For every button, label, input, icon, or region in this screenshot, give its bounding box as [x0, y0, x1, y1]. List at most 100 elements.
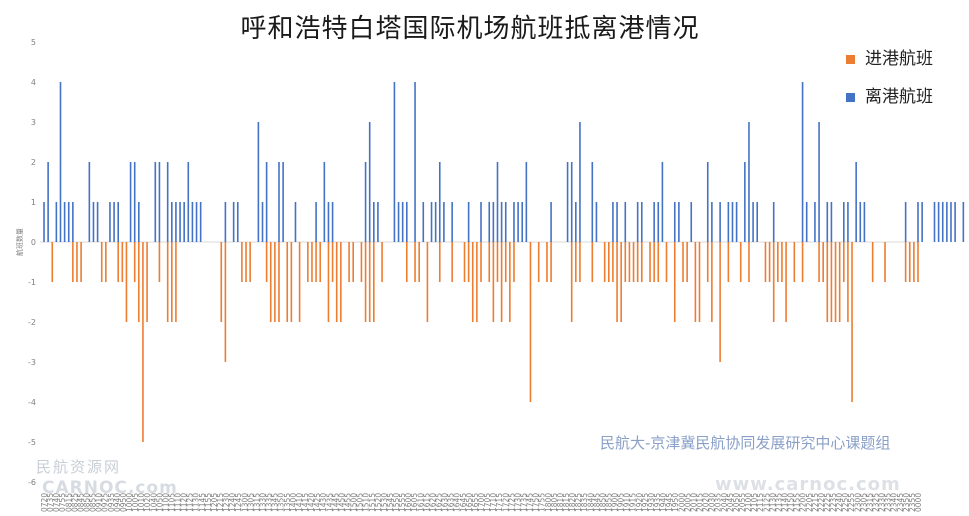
- x-tick-label: 1620: [428, 493, 437, 512]
- x-tick-label: 2345: [896, 493, 905, 512]
- x-tick-label: 1745: [526, 493, 535, 512]
- x-tick-label: 1345: [271, 493, 280, 512]
- legend-label-departures: 离港航班: [865, 87, 933, 107]
- x-tick-label: 2020: [702, 493, 711, 512]
- x-tick-label: 1925: [641, 493, 650, 512]
- x-tick-label: 1245: [234, 493, 243, 512]
- x-tick-label: 1130: [192, 493, 201, 512]
- x-tick-label: 1935: [653, 493, 662, 512]
- x-tick-label: 1650: [465, 493, 474, 512]
- x-tick-label: 1945: [665, 493, 674, 512]
- x-tick-label: 1020: [143, 493, 152, 512]
- x-tick-label: 1230: [222, 493, 231, 512]
- x-tick-label: 1330: [259, 493, 268, 512]
- x-tick-label: 1725: [507, 493, 516, 512]
- x-tick-label: 1715: [495, 493, 504, 512]
- x-tick-label: 2115: [756, 493, 765, 512]
- x-tick-label: 2325: [872, 493, 881, 512]
- x-tick-label: 1750: [532, 493, 541, 512]
- x-tick-label: 2155: [793, 493, 802, 512]
- x-tick-label: 1420: [307, 493, 316, 512]
- credit-text: 民航大-京津冀民航协同发展研究中心课题组: [600, 434, 891, 452]
- x-tick-label: 1940: [659, 493, 668, 512]
- x-tick-label: 1520: [374, 493, 383, 512]
- x-tick-label: 1640: [453, 493, 462, 512]
- x-tick-label: 1315: [252, 493, 261, 512]
- x-tick-label: 1335: [265, 493, 274, 512]
- x-tick-label: 2030: [708, 493, 717, 512]
- x-tick-label: 2035: [714, 493, 723, 512]
- x-tick-label: 1450: [337, 493, 346, 512]
- x-tick-label: 2315: [865, 493, 874, 512]
- x-tick-label: 1410: [295, 493, 304, 512]
- x-tick-label: 2200: [799, 493, 808, 512]
- x-tick-label: 1105: [167, 493, 176, 512]
- x-tick-label: 1145: [198, 493, 207, 512]
- x-tick-label: 2125: [762, 493, 771, 512]
- x-tick-label: 0815: [64, 493, 73, 512]
- x-tick-label: 0000: [914, 493, 923, 512]
- x-tick-label: 1930: [647, 493, 656, 512]
- x-tick-label: 0755: [58, 493, 67, 512]
- x-tick-label: 2105: [750, 493, 759, 512]
- x-tick-label: 2140: [780, 493, 789, 512]
- x-tick-label: 1550: [392, 493, 401, 512]
- x-tick-label: 1355: [283, 493, 292, 512]
- y-tick-label: 5: [31, 38, 36, 47]
- x-tick-label: 1040: [149, 493, 158, 512]
- x-tick-label: 0855: [89, 493, 98, 512]
- x-tick-label: 2015: [696, 493, 705, 512]
- x-tick-label: 1205: [210, 493, 219, 512]
- y-tick-label: 0: [31, 238, 36, 247]
- x-tick-label: 0720: [40, 493, 49, 512]
- x-tick-label: 2305: [859, 493, 868, 512]
- x-tick-label: 1350: [277, 493, 286, 512]
- y-tick-label: -1: [28, 278, 36, 287]
- x-tick-label: 1510: [362, 493, 371, 512]
- x-tick-label: 1720: [501, 493, 510, 512]
- x-tick-label: 2220: [817, 493, 826, 512]
- x-tick-label: 2235: [829, 493, 838, 512]
- x-tick-label: 1635: [447, 493, 456, 512]
- y-tick-label: 4: [31, 78, 36, 87]
- x-tick-label: 1920: [635, 493, 644, 512]
- x-tick-label: 1415: [301, 493, 310, 512]
- y-tick-label: 2: [31, 158, 36, 167]
- x-tick-label: 2000: [677, 493, 686, 512]
- legend-label-arrivals: 进港航班: [865, 49, 933, 69]
- x-tick-label: 1530: [380, 493, 389, 512]
- watermark-logo: 民航资源网: [36, 458, 122, 476]
- x-tick-label: 1815: [562, 493, 571, 512]
- x-tick-label: 2045: [726, 493, 735, 512]
- x-tick-label: 2150: [787, 493, 796, 512]
- x-tick-label: 2100: [744, 493, 753, 512]
- x-tick-label: 1755: [538, 493, 547, 512]
- x-tick-label: 0740: [52, 493, 61, 512]
- x-tick-label: 2255: [847, 493, 856, 512]
- x-tick-label: 1240: [228, 493, 237, 512]
- x-tick-label: 0950: [119, 493, 128, 512]
- x-tick-label: 1010: [137, 493, 146, 512]
- x-tick-label: 1455: [343, 493, 352, 512]
- x-tick-label: 2205: [805, 493, 814, 512]
- chart-title: 呼和浩特白塔国际机场航班抵离港情况: [240, 14, 700, 44]
- x-tick-label: 1850: [598, 493, 607, 512]
- x-tick-label: 1615: [422, 493, 431, 512]
- x-tick-label: 1435: [325, 493, 334, 512]
- watermark-logo-sub: CARNOC.com: [42, 478, 178, 498]
- legend-item-departures: 离港航班: [846, 82, 933, 107]
- x-tick-label: 1910: [623, 493, 632, 512]
- x-tick-label: 1120: [180, 493, 189, 512]
- x-tick-label: 1215: [216, 493, 225, 512]
- legend-swatch-departures: [846, 92, 855, 102]
- x-tick-label: 1505: [356, 493, 365, 512]
- x-tick-label: 2005: [683, 493, 692, 512]
- x-tick-label: 2335: [884, 493, 893, 512]
- x-tick-label: 1610: [416, 493, 425, 512]
- y-tick-label: -2: [28, 318, 36, 327]
- x-tick-label: 1840: [586, 493, 595, 512]
- x-tick-label: 2135: [774, 493, 783, 512]
- x-tick-label: 1005: [131, 493, 140, 512]
- legend-item-arrivals: 进港航班: [846, 44, 933, 69]
- x-tick-label: 1300: [240, 493, 249, 512]
